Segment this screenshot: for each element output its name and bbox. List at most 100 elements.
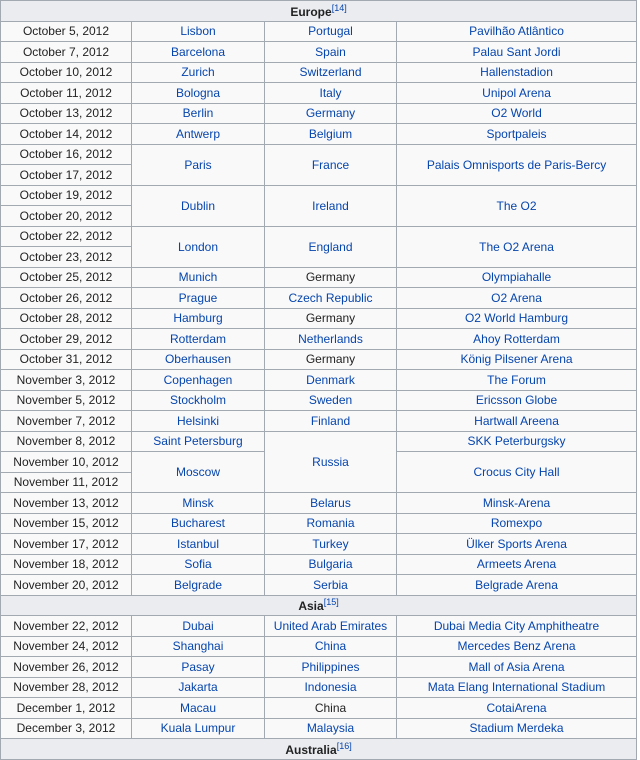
venue-link[interactable]: SKK Peterburgsky: [467, 434, 566, 449]
venue-link[interactable]: Olympiahalle: [481, 270, 552, 285]
venue-link[interactable]: Hartwall Areena: [474, 413, 559, 428]
country-link[interactable]: Switzerland: [299, 65, 362, 80]
country-cell: Philippines: [264, 656, 397, 678]
venue-link[interactable]: Pavilhão Atlântico: [469, 24, 564, 39]
venue-link[interactable]: Ülker Sports Arena: [466, 536, 567, 551]
venue-link[interactable]: Dubai Media City Amphitheatre: [433, 618, 600, 633]
city-link[interactable]: Bucharest: [170, 516, 226, 531]
venue-link[interactable]: Palais Omnisports de Paris-Bercy: [426, 157, 607, 172]
venue-link[interactable]: The Forum: [487, 372, 546, 387]
country-link[interactable]: Finland: [310, 413, 351, 428]
city-link[interactable]: Prague: [178, 290, 218, 305]
country-link[interactable]: Netherlands: [298, 331, 363, 346]
country-link[interactable]: Sweden: [308, 393, 353, 408]
venue-link[interactable]: CotaiArena: [486, 700, 547, 715]
city-link[interactable]: Lisbon: [180, 24, 216, 39]
city-link[interactable]: Shanghai: [172, 639, 224, 654]
city-link[interactable]: Pasay: [181, 659, 215, 674]
city-link[interactable]: Kuala Lumpur: [160, 721, 236, 736]
venue-link[interactable]: Hallenstadion: [480, 65, 553, 80]
country-link[interactable]: Indonesia: [304, 680, 357, 695]
country-link[interactable]: China: [314, 639, 347, 654]
city-link[interactable]: Munich: [178, 270, 218, 285]
city-link[interactable]: Rotterdam: [169, 331, 227, 346]
city-cell: Paris: [131, 143, 265, 186]
country-link[interactable]: Belgium: [308, 126, 353, 141]
country-link[interactable]: Germany: [305, 106, 356, 121]
country-link[interactable]: Romania: [306, 516, 355, 531]
venue-link[interactable]: Crocus City Hall: [473, 465, 560, 479]
reference-link[interactable]: [15]: [323, 597, 339, 608]
city-link[interactable]: Sofia: [184, 557, 212, 572]
city-link[interactable]: Dublin: [180, 198, 216, 213]
venue-link[interactable]: Mercedes Benz Arena: [457, 639, 576, 654]
city-cell: Saint Petersburg: [131, 430, 265, 452]
country-link[interactable]: Portugal: [308, 24, 353, 39]
venue-link[interactable]: Palau Sant Jordi: [472, 44, 561, 59]
city-link[interactable]: London: [177, 239, 219, 254]
country-link[interactable]: Spain: [315, 44, 346, 59]
venue-cell: Ülker Sports Arena: [395, 533, 638, 555]
city-link[interactable]: Paris: [184, 157, 212, 172]
country-link[interactable]: Serbia: [313, 577, 348, 592]
venue-cell: Armeets Arena: [395, 553, 638, 575]
city-link[interactable]: Oberhausen: [164, 352, 232, 367]
city-link[interactable]: Minsk: [182, 495, 214, 510]
venue-link[interactable]: O2 World Hamburg: [464, 311, 569, 326]
city-link[interactable]: Dubai: [182, 618, 214, 633]
country-link[interactable]: Malaysia: [306, 721, 355, 736]
country-link[interactable]: Denmark: [306, 372, 355, 387]
venue-link[interactable]: Mall of Asia Arena: [468, 659, 565, 674]
city-link[interactable]: Istanbul: [176, 536, 220, 551]
country-link[interactable]: Bulgaria: [308, 557, 353, 572]
city-link[interactable]: Jakarta: [178, 680, 218, 695]
venue-link[interactable]: Minsk-Arena: [482, 495, 551, 510]
city-link[interactable]: Helsinki: [176, 413, 219, 428]
country-link[interactable]: Russia: [312, 454, 349, 469]
venue-link[interactable]: Romexpo: [490, 516, 543, 531]
city-link[interactable]: Macau: [179, 700, 217, 715]
city-link[interactable]: Copenhagen: [163, 372, 233, 387]
country-link[interactable]: Philippines: [301, 659, 360, 674]
city-link[interactable]: Barcelona: [170, 44, 226, 59]
venue-link[interactable]: Sportpaleis: [486, 126, 547, 141]
country-link[interactable]: France: [311, 157, 350, 172]
city-link[interactable]: Zurich: [181, 65, 215, 80]
country-link[interactable]: Italy: [319, 85, 342, 100]
venue-link[interactable]: Unipol Arena: [482, 85, 551, 100]
venue-link[interactable]: Ericsson Globe: [475, 393, 558, 408]
venue-cell: König Pilsener Arena: [395, 348, 638, 370]
country-link[interactable]: United Arab Emirates: [273, 618, 388, 633]
venue-cell: Unipol Arena: [395, 82, 638, 104]
venue-link[interactable]: Ahoy Rotterdam: [473, 331, 560, 346]
city-cell: Berlin: [131, 102, 265, 124]
country-link[interactable]: Ireland: [312, 198, 349, 213]
venue-link[interactable]: The O2: [496, 198, 537, 213]
venue-cell: Romexpo: [395, 512, 638, 534]
city-link[interactable]: Antwerp: [175, 126, 221, 141]
venue-link[interactable]: Armeets Arena: [476, 557, 557, 572]
country-link[interactable]: Czech Republic: [288, 290, 373, 305]
city-link[interactable]: Hamburg: [173, 311, 223, 326]
city-link[interactable]: Belgrade: [173, 577, 223, 592]
venue-link[interactable]: König Pilsener Arena: [460, 352, 573, 367]
city-cell: Rotterdam: [131, 328, 265, 350]
reference-link[interactable]: [16]: [336, 740, 352, 751]
venue-link[interactable]: The O2 Arena: [479, 239, 554, 254]
city-link[interactable]: Saint Petersburg: [153, 434, 243, 449]
city-cell: Bucharest: [131, 512, 265, 534]
reference-link[interactable]: [14]: [331, 2, 347, 13]
city-link[interactable]: Berlin: [182, 106, 214, 121]
city-link[interactable]: Stockholm: [169, 393, 227, 408]
venue-link[interactable]: O2 World: [491, 106, 542, 121]
city-link[interactable]: Bologna: [175, 85, 221, 100]
venue-link[interactable]: O2 Arena: [491, 290, 542, 305]
city-link[interactable]: Moscow: [175, 465, 220, 479]
country-cell: Czech Republic: [264, 287, 397, 309]
venue-link[interactable]: Mata Elang International Stadium: [427, 680, 606, 695]
country-link[interactable]: Belarus: [310, 495, 351, 510]
venue-link[interactable]: Stadium Merdeka: [469, 721, 564, 736]
venue-link[interactable]: Belgrade Arena: [475, 577, 558, 592]
country-link[interactable]: Turkey: [312, 536, 349, 551]
country-link[interactable]: England: [308, 239, 353, 254]
